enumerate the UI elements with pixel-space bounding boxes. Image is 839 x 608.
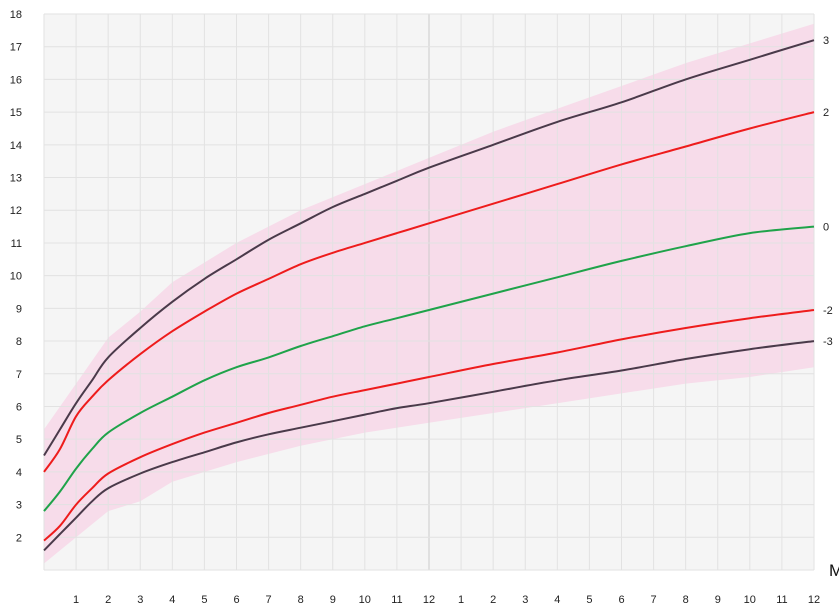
x-tick-label: 11 [776,594,787,606]
y-tick-label: 2 [16,532,22,544]
x-tick-label: 4 [169,594,175,606]
x-tick-label: 5 [201,594,207,606]
x-tick-label: 8 [683,594,689,606]
x-tick-label: 7 [266,594,272,606]
y-tick-label: 4 [16,467,22,479]
series-end-labels: 3 2 0 -2 -3 [823,35,833,348]
x-tick-label: 7 [651,594,657,606]
y-tick-label: 17 [10,42,22,54]
x-tick-label: 12 [808,594,820,606]
y-tick-label: 18 [10,9,22,21]
series-label-z-2: -2 [823,305,833,317]
y-tick-label: 15 [10,107,22,119]
x-tick-label: 10 [359,594,371,606]
y-tick-label: 11 [11,238,22,250]
x-tick-label: 4 [554,594,560,606]
series-line-z-2 [43,309,815,542]
x-tick-label: 12 [423,594,435,606]
y-tick-label: 16 [10,74,22,86]
y-tick-label: 6 [16,402,22,414]
series-label-z0: 0 [823,222,829,234]
x-tick-label: 11 [391,594,402,606]
x-unit-label: M [829,561,839,580]
y-tick-label: 10 [10,271,22,283]
x-tick-label: 1 [73,594,79,606]
y-tick-label: 12 [10,205,22,217]
x-tick-label: 2 [490,594,496,606]
series-line-z0 [43,225,815,512]
x-tick-label: 5 [586,594,592,606]
y-tick-label: 3 [16,500,22,512]
x-tick-label: 9 [715,594,721,606]
y-tick-label: 13 [10,173,22,185]
series-line-z3 [43,39,815,457]
x-tick-label: 3 [522,594,528,606]
y-axis-ticks: 2 3 4 5 6 7 8 9 10 11 12 13 14 15 16 17 18 [10,9,22,544]
x-tick-label: 6 [233,594,239,606]
series-line-z2 [43,111,815,473]
x-tick-label: 2 [105,594,111,606]
x-axis-ticks: 1 2 3 4 5 6 7 8 9 10 11 12 1 2 3 4 5 6 7 8 9 10 11 12 [73,594,820,606]
x-tick-label: 3 [137,594,143,606]
x-tick-label: 9 [330,594,336,606]
series-label-z-3: -3 [823,336,833,348]
series-label-z2: 2 [823,107,829,119]
x-tick-label: 1 [458,594,464,606]
x-tick-label: 10 [744,594,756,606]
y-tick-label: 8 [16,336,22,348]
series-line-z-3 [43,340,815,552]
y-tick-label: 7 [16,369,22,381]
x-tick-label: 6 [618,594,624,606]
y-tick-label: 5 [16,434,22,446]
x-tick-label: 8 [298,594,304,606]
y-tick-label: 9 [16,303,22,315]
y-tick-label: 14 [10,140,22,152]
series-label-z3: 3 [823,35,829,47]
series-lines [43,39,815,552]
